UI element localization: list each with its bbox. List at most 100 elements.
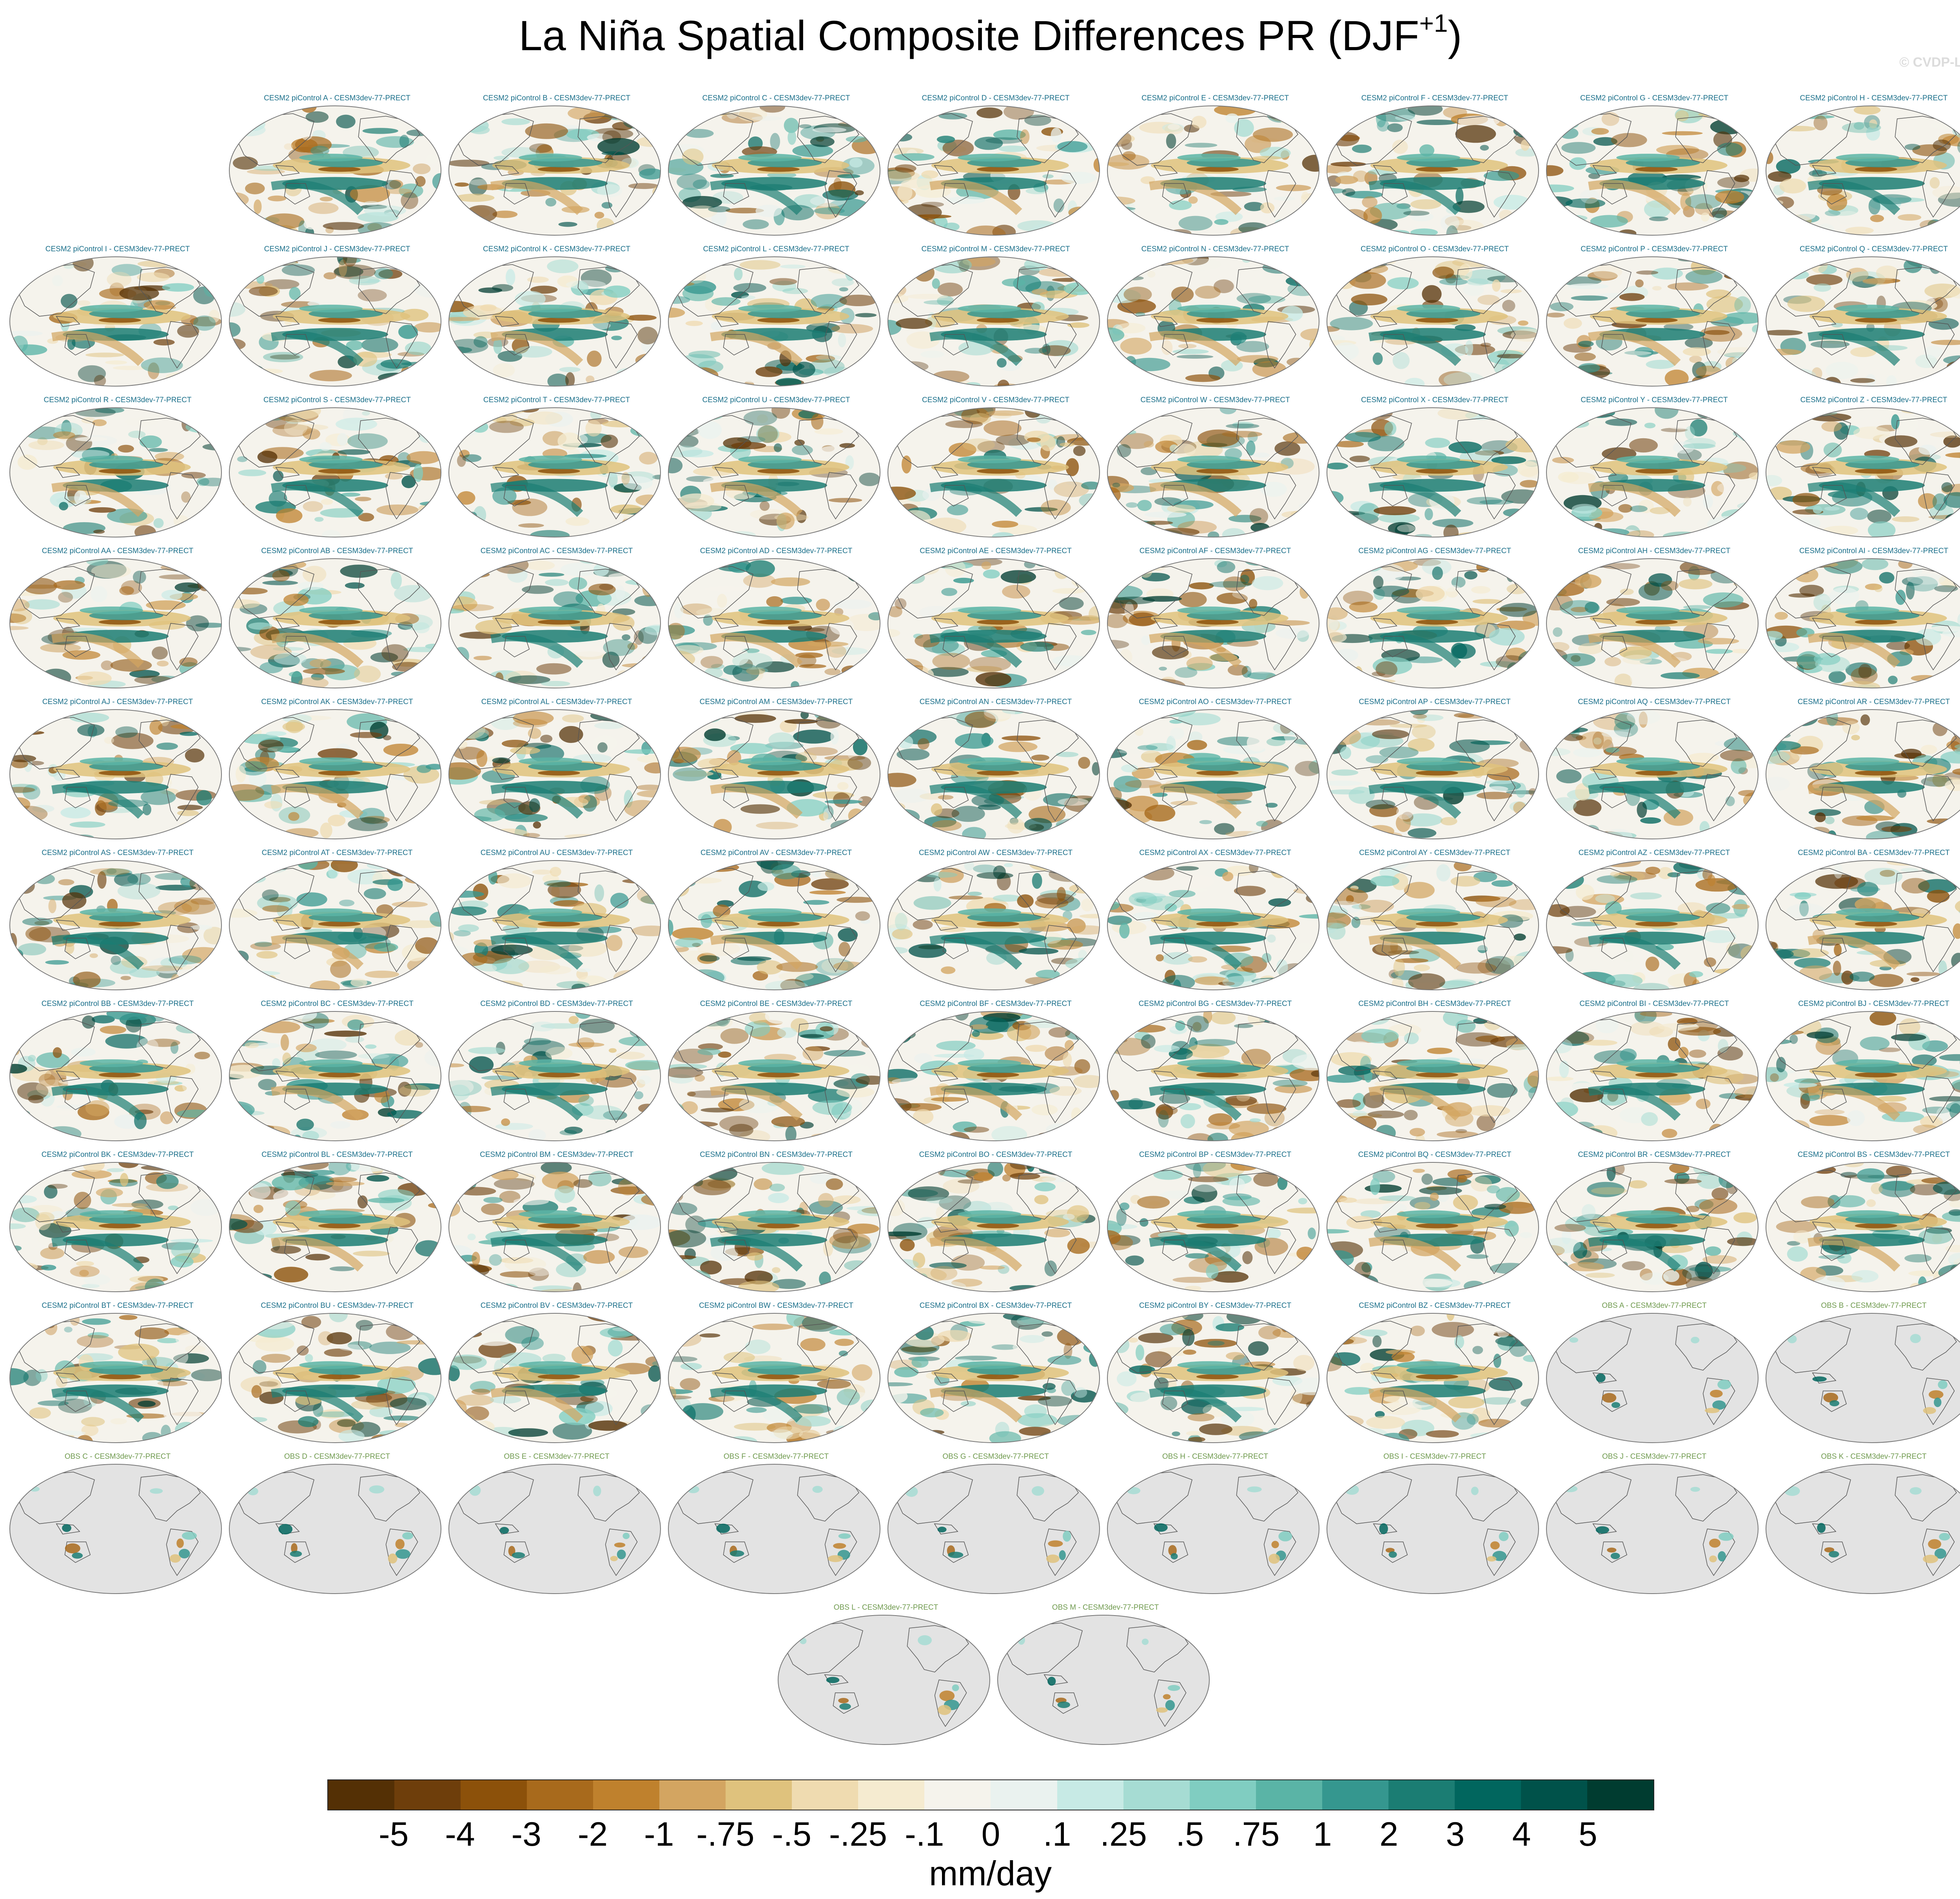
anomaly-blob [272,1058,281,1068]
anomaly-blob [1327,663,1352,672]
anomaly-blob [189,876,209,890]
anomaly-blob [1007,818,1025,834]
anomaly-blob [194,823,216,837]
anomaly-blob [704,559,744,563]
anomaly-blob [1804,410,1838,416]
map-panel: CESM2 piControl BA - CESM3dev-77-PRECT [1764,849,1960,996]
anomaly-blob [479,800,508,805]
anomaly-blob [14,1128,41,1141]
anomaly-blob [1605,418,1637,426]
anomaly-blob [1633,983,1670,990]
anomaly-blob [249,111,273,117]
anomaly-blob [257,450,278,463]
anomaly-blob [624,413,639,423]
anomaly-blob [682,109,708,115]
anomaly-blob [1327,463,1348,470]
anomaly-blob [913,896,951,910]
anomaly-blob [1466,278,1489,286]
anomaly-blob [254,220,269,235]
anomaly-blob [364,205,406,216]
anomaly-blob [194,1051,210,1060]
anomaly-blob [924,300,953,305]
anomaly-blob [927,667,969,677]
anomaly-blob [1563,318,1582,329]
anomaly-blob [973,864,997,873]
anomaly-blob [1630,505,1648,512]
anomaly-blob [455,257,479,264]
anomaly-blob [1768,487,1792,500]
anomaly-blob [1076,414,1100,430]
anomaly-blob [93,529,105,534]
anomaly-blob [23,723,33,735]
anomaly-blob [419,559,441,566]
spcz-anomaly [1808,783,1900,819]
precip-map [1107,1011,1319,1141]
anomaly-blob [1289,979,1317,988]
anomaly-blob [1521,139,1530,151]
coastline [503,1089,530,1110]
coastline [275,1070,300,1082]
anomaly-blob [683,269,706,284]
anomaly-blob [309,659,332,668]
spcz-anomaly [1368,783,1461,819]
coastline [1263,321,1296,369]
anomaly-blob [1332,830,1375,839]
anomaly-band [1855,167,1897,172]
map-outline [668,256,880,387]
map-outline [448,105,661,236]
anomaly-blob [1913,408,1951,413]
anomaly-blob [19,559,35,563]
anomaly-blob [58,879,74,886]
anomaly-blob [668,710,703,720]
anomaly-blob [1341,257,1368,262]
anomaly-blob [1580,189,1599,204]
anomaly-blob [1132,767,1154,779]
anomaly-blob [494,156,509,160]
anomaly-blob [75,437,107,441]
anomaly-blob [107,272,132,287]
spcz-anomaly [1149,783,1242,819]
anomaly-blob [245,1042,259,1048]
anomaly-band [738,456,802,463]
anomaly-blob [45,960,69,965]
anomaly-blob [1924,283,1960,299]
anomaly-blob [1185,143,1218,148]
coastline [1113,566,1192,619]
anomaly-blob [578,794,590,803]
anomaly-blob [603,1110,627,1120]
anomaly-blob [1701,212,1710,222]
anomaly-blob [296,1044,317,1052]
precip-map [1546,709,1759,839]
anomaly-blob [1630,892,1662,900]
anomaly-blob [1870,214,1884,222]
anomaly-blob [82,1015,95,1029]
anomaly-blob [1947,535,1960,537]
anomaly-blob [707,775,722,779]
anomaly-blob [951,806,985,822]
panel-title: CESM2 piControl N - CESM3dev-77-PRECT [1141,245,1289,253]
anomaly-blob [1249,508,1269,525]
anomaly-blob [1440,214,1459,231]
anomaly-blob [542,874,559,884]
anomaly-blob [1673,441,1695,454]
anomaly-blob [315,1050,357,1059]
panel-title: CESM2 piControl AC - CESM3dev-77-PRECT [480,547,633,555]
anomaly-blob [62,892,87,910]
anomaly-blob [1045,559,1083,565]
anomaly-blob [1571,408,1597,414]
anomaly-blob [1270,861,1289,878]
anomaly-blob [422,733,441,739]
anomaly-blob [1867,521,1896,537]
coastline [894,264,973,317]
panel-title: CESM2 piControl I - CESM3dev-77-PRECT [45,245,190,253]
coastline [1044,1076,1077,1124]
anomaly-blob [1327,617,1340,633]
anomaly-blob [855,364,877,381]
anomaly-blob [1864,868,1903,885]
anomaly-blob [1865,583,1882,590]
anomaly-blob [18,943,46,955]
coastline [934,316,958,327]
anomaly-blob [668,919,673,937]
coastline [275,768,300,780]
anomaly-blob [238,469,267,476]
